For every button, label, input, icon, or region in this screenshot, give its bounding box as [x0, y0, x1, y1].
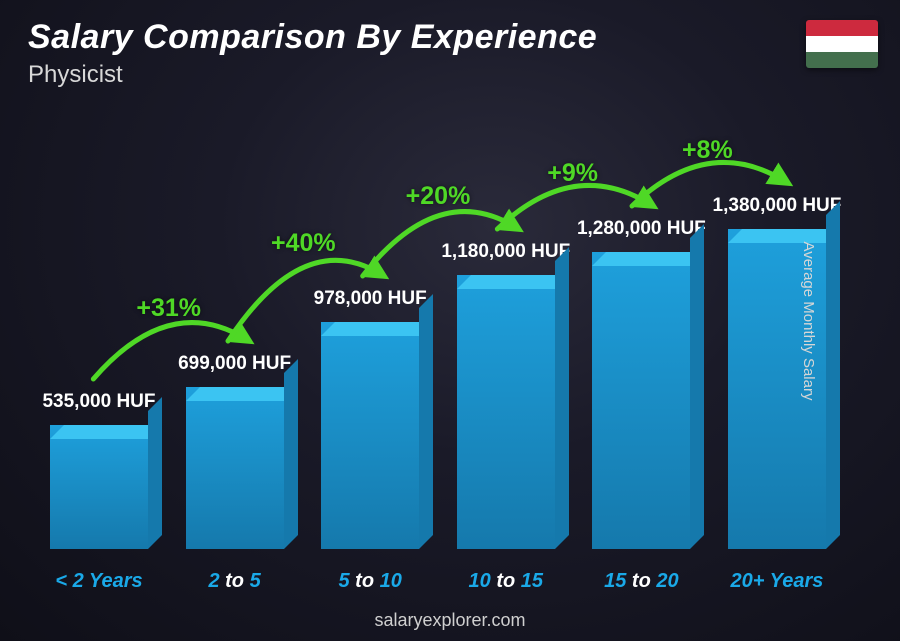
x-axis-label: < 2 Years	[34, 570, 164, 593]
bar	[321, 322, 419, 549]
bar-slot: 699,000 HUF	[170, 353, 300, 549]
bar-side-face	[826, 201, 840, 549]
x-axis-label: 2 to 5	[170, 570, 300, 593]
bars-container: 535,000 HUF 699,000 HUF 978,000 HUF 1,180,0…	[34, 130, 842, 549]
x-axis-label: 20+ Years	[712, 570, 842, 593]
flag-icon	[806, 20, 878, 68]
bar-slot: 1,280,000 HUF	[576, 218, 706, 549]
bar-value-label: 978,000 HUF	[314, 288, 427, 310]
bar-slot: 1,180,000 HUF	[441, 241, 571, 549]
bar-top-face	[728, 229, 840, 243]
bar-front-face	[186, 387, 284, 549]
bar	[186, 387, 284, 549]
chart-area: 535,000 HUF 699,000 HUF 978,000 HUF 1,180,0…	[34, 130, 842, 549]
y-axis-label: Average Monthly Salary	[800, 241, 817, 400]
bar-value-label: 1,180,000 HUF	[441, 241, 570, 263]
title-block: Salary Comparison By Experience Physicis…	[28, 18, 597, 89]
page-title: Salary Comparison By Experience	[28, 18, 597, 57]
bar-front-face	[592, 252, 690, 549]
bar-side-face	[284, 359, 298, 549]
page-subtitle: Physicist	[28, 61, 597, 89]
bar-front-face	[50, 425, 148, 549]
bar	[50, 425, 148, 549]
footer-text: salaryexplorer.com	[0, 610, 900, 631]
bar-value-label: 1,280,000 HUF	[577, 218, 706, 240]
bar-slot: 978,000 HUF	[305, 288, 435, 549]
flag-stripe-3	[806, 52, 878, 68]
bar-front-face	[321, 322, 419, 549]
x-axis-label: 5 to 10	[305, 570, 435, 593]
bar	[592, 252, 690, 549]
bar-top-face	[457, 275, 569, 289]
bar-top-face	[50, 425, 162, 439]
bar-top-face	[592, 252, 704, 266]
bar-value-label: 699,000 HUF	[178, 353, 291, 375]
bar-slot: 1,380,000 HUF	[712, 195, 842, 549]
bar-side-face	[555, 247, 569, 549]
bar-side-face	[148, 397, 162, 549]
bar-top-face	[186, 387, 298, 401]
bar-side-face	[690, 224, 704, 549]
x-axis-label: 10 to 15	[441, 570, 571, 593]
bar-top-face	[321, 322, 433, 336]
bar-front-face	[457, 275, 555, 549]
bar-side-face	[419, 294, 433, 549]
bar-value-label: 1,380,000 HUF	[713, 195, 842, 217]
x-axis-labels: < 2 Years 2 to 55 to 10 10 to 1515 to 20 20…	[34, 570, 842, 593]
x-axis-label: 15 to 20	[576, 570, 706, 593]
flag-stripe-2	[806, 36, 878, 52]
flag-stripe-1	[806, 20, 878, 36]
bar	[457, 275, 555, 549]
bar-value-label: 535,000 HUF	[42, 391, 155, 413]
bar-slot: 535,000 HUF	[34, 391, 164, 549]
